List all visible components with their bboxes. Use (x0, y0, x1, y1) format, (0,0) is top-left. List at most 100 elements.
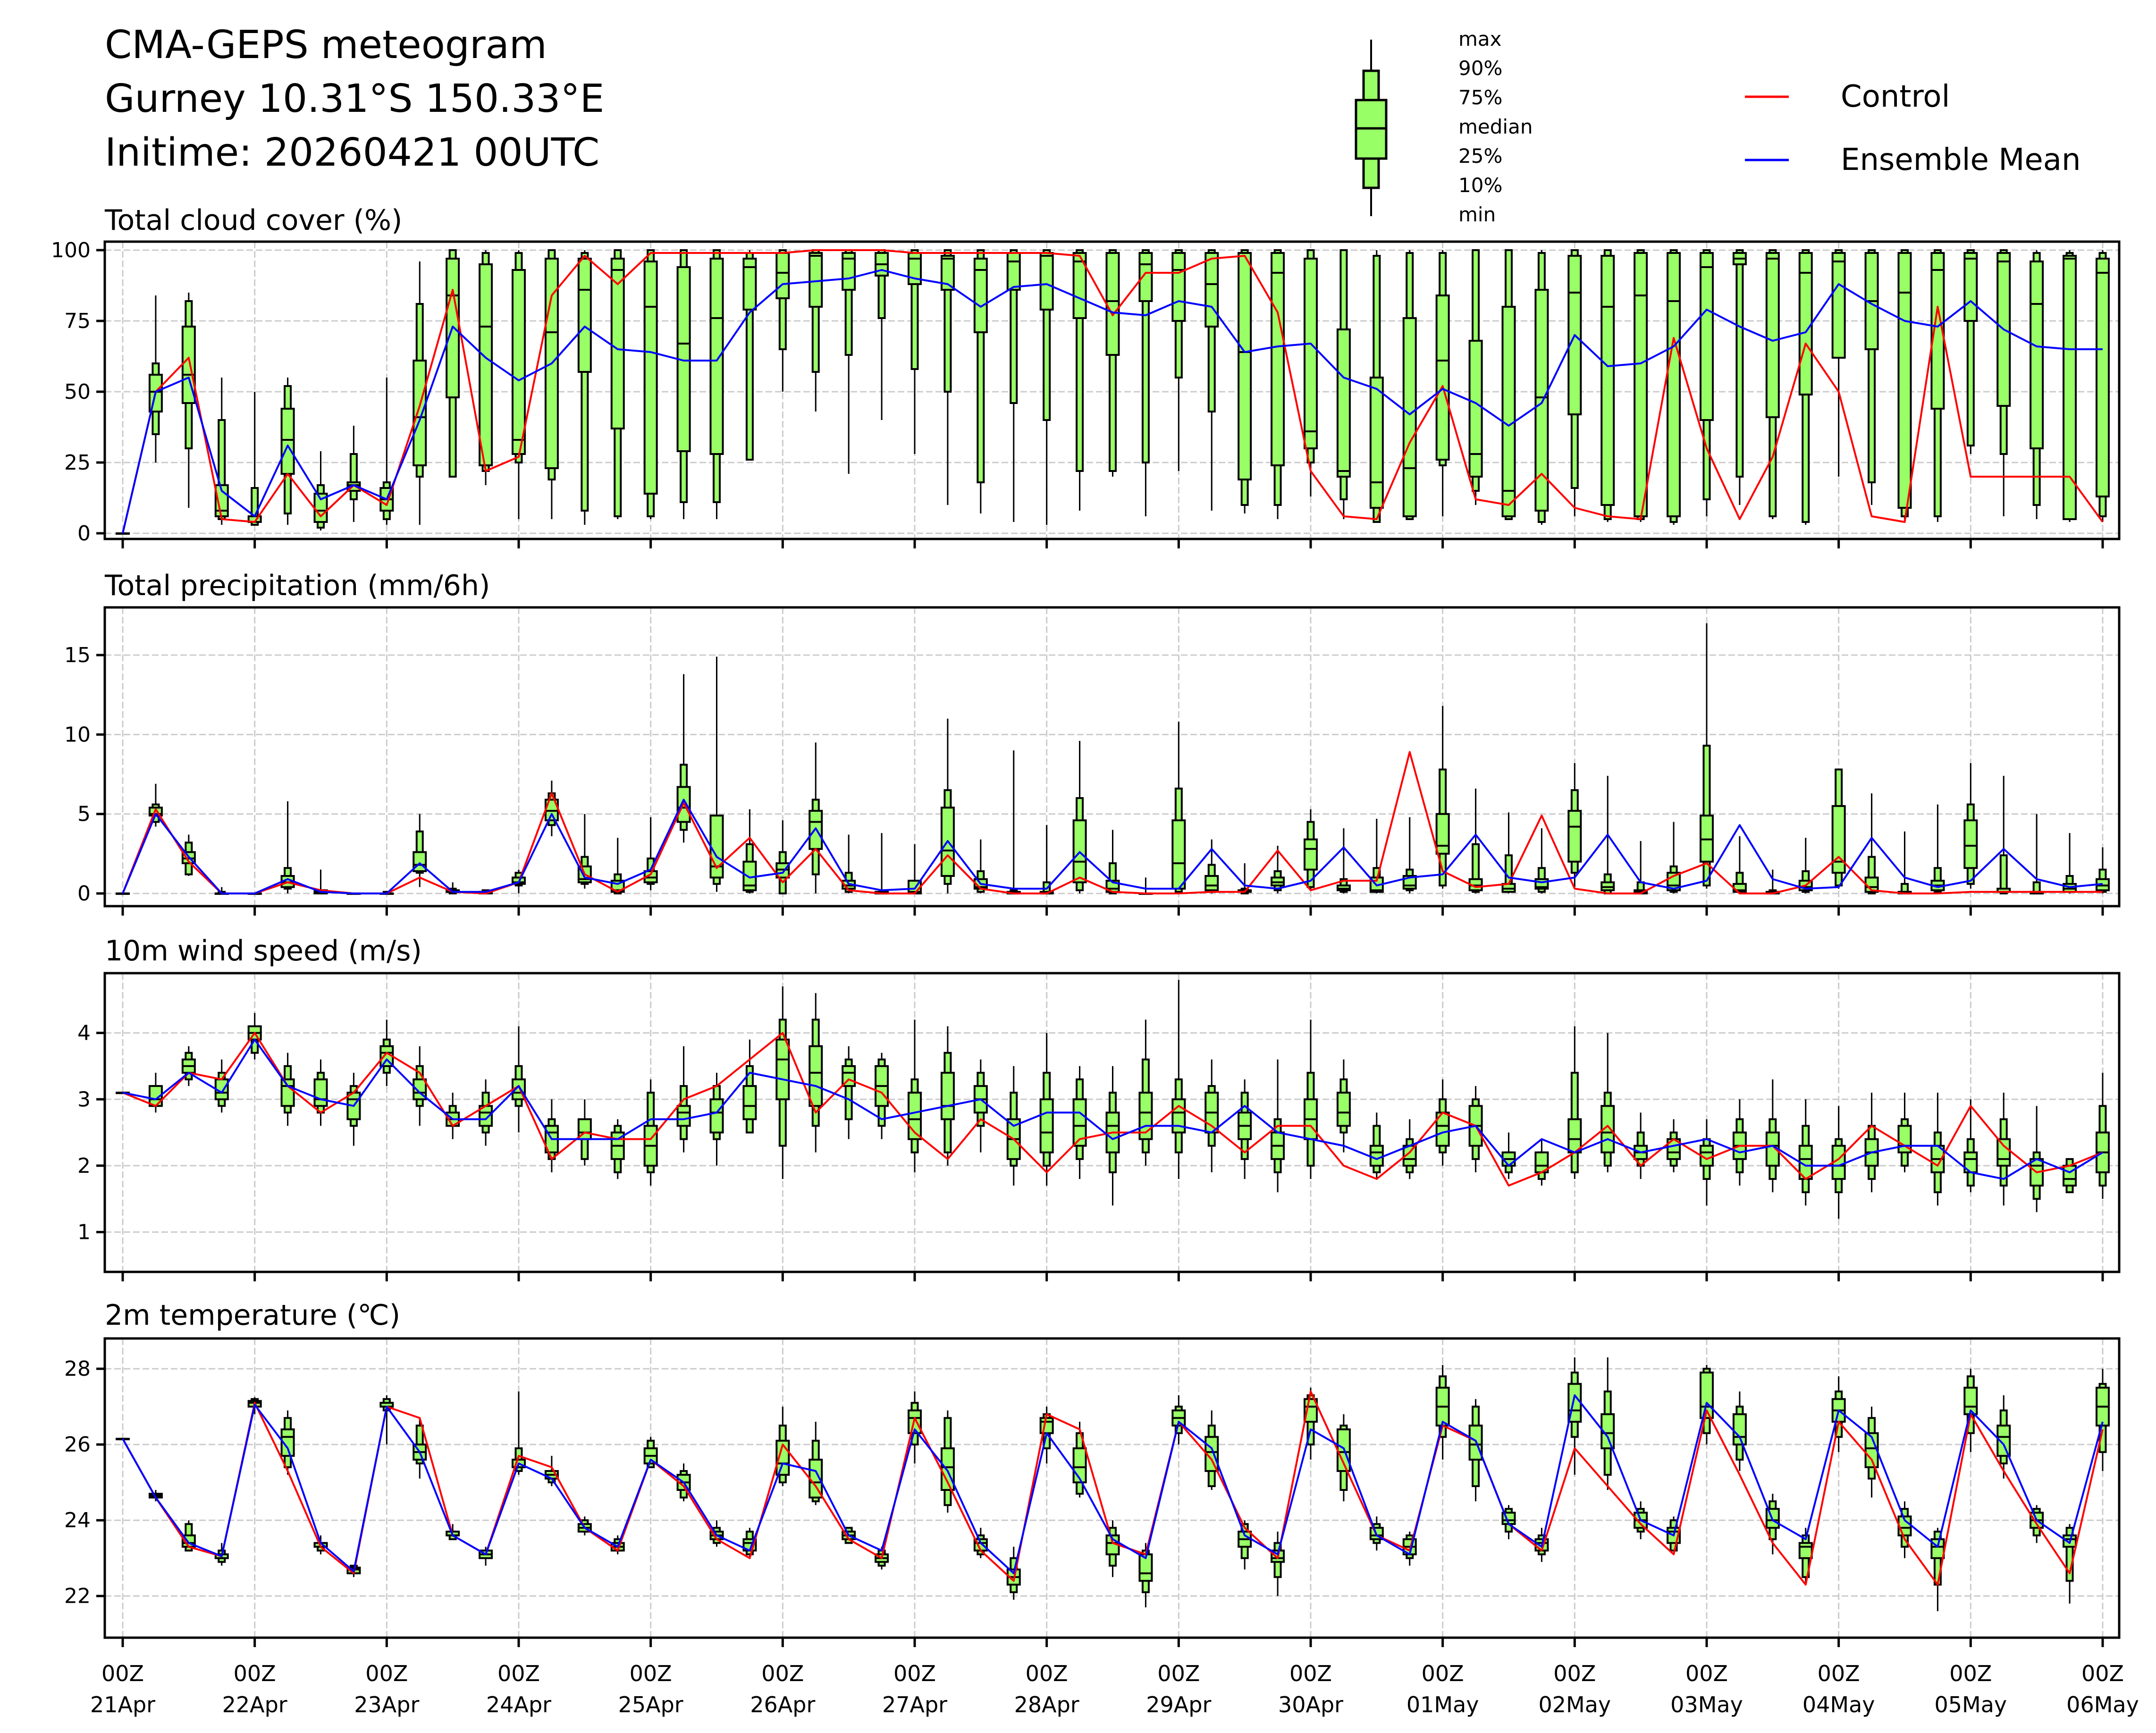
x-tick-label-date: 28Apr (1014, 1692, 1079, 1717)
box-plot (1930, 804, 1945, 894)
y-tick-label: 24 (64, 1508, 91, 1532)
box-plot (808, 742, 823, 894)
legend-box-label-p90: 90% (1458, 57, 1503, 80)
box-plot (742, 809, 757, 894)
box-p25-p75 (512, 269, 526, 455)
x-tick-label-time: 00Z (1157, 1661, 1200, 1686)
box-plot (1336, 828, 1351, 894)
y-tick-label: 26 (64, 1433, 91, 1457)
x-tick-label-time: 00Z (1289, 1661, 1332, 1686)
box-p25-p75 (1171, 819, 1186, 890)
box-plot (1402, 250, 1417, 520)
box-p25-p75 (313, 1078, 328, 1107)
x-tick-label-time: 00Z (1818, 1661, 1860, 1686)
box-plot (1501, 1132, 1516, 1179)
y-tick-label: 10 (64, 723, 91, 747)
box-plot (2096, 847, 2110, 894)
box-plot (1897, 831, 1912, 895)
box-plot (1600, 1033, 1615, 1172)
box-p25-p75 (1798, 252, 1813, 395)
box-plot (808, 249, 823, 412)
box-p25-p75 (280, 408, 295, 475)
box-plot (610, 1119, 625, 1179)
box-plot (1402, 817, 1417, 894)
x-axis: 00Z 21Apr 00Z 22Apr 00Z 23Apr 00Z 24Apr 00Z 25Apr… (90, 1661, 2139, 1717)
x-tick-label-date: 29Apr (1146, 1692, 1211, 1717)
box-plot (512, 250, 526, 519)
box-plot (643, 1079, 658, 1186)
box-p25-p75 (1700, 1371, 1714, 1419)
box-p25-p75 (1006, 252, 1021, 291)
box-p25-p75 (1700, 252, 1714, 421)
box-plot (1567, 1026, 1582, 1179)
legend-box-label-min: min (1458, 203, 1496, 226)
box-p25-p75 (643, 261, 658, 495)
box-p25-p75 (577, 258, 592, 373)
y-tick-label: 3 (77, 1087, 91, 1111)
box-plot (1039, 249, 1054, 525)
box-plot (808, 993, 823, 1153)
panel-title-precip: Total precipitation (mm/6h) (105, 569, 490, 602)
box-plot (1798, 1099, 1813, 1206)
box-p25-p75 (2063, 255, 2077, 520)
box-plot (346, 1073, 361, 1146)
x-tick-label-time: 00Z (761, 1661, 804, 1686)
box-p25-p75 (1105, 252, 1120, 356)
box-plot (116, 532, 130, 535)
box-p25-p75 (1963, 252, 1978, 322)
box-plot (413, 1046, 427, 1126)
x-tick-label-date: 22Apr (222, 1692, 287, 1717)
box-plot (1369, 250, 1384, 523)
box-plot (940, 249, 955, 505)
box-plot (1238, 1079, 1252, 1179)
y-tick-label: 4 (77, 1021, 91, 1045)
box-p25-p75 (1271, 252, 1285, 466)
box-p25-p75 (775, 1038, 790, 1101)
box-plot (610, 249, 625, 519)
x-tick-label-time: 00Z (1422, 1661, 1464, 1686)
box-plot (1006, 249, 1021, 522)
y-tick-label: 75 (64, 309, 91, 333)
box-plot (1831, 768, 1846, 889)
box-plot (1897, 1093, 1912, 1172)
panel-frame (103, 1337, 2121, 1639)
legend-inner-box-bottom (1362, 157, 1380, 189)
legend-box-label-p75: 75% (1458, 86, 1503, 109)
box-plot (742, 1039, 757, 1134)
box-plot (1765, 249, 1780, 519)
box-p25-p75 (1963, 819, 1978, 869)
panel-title-cloud: Total cloud cover (%) (105, 204, 403, 237)
box-plot (1072, 1066, 1087, 1179)
x-tick-label-date: 25Apr (618, 1692, 683, 1717)
box-plot (1864, 1406, 1879, 1498)
y-tick-label: 1 (77, 1220, 91, 1245)
box-plot (875, 833, 889, 895)
box-plot (1765, 1494, 1780, 1555)
box-plot (1600, 1357, 1615, 1490)
box-plot (1501, 249, 1516, 520)
box-p25-p75 (1600, 1413, 1615, 1449)
mean-line (122, 1038, 2104, 1180)
box-plot (1238, 863, 1252, 895)
box-p25-p75 (2030, 261, 2044, 449)
box-p25-p75 (1996, 1138, 2011, 1167)
box-plot (1634, 1112, 1648, 1179)
box-p25-p75 (742, 1085, 757, 1120)
box-p25-p75 (1732, 1413, 1747, 1446)
box-plot (1667, 249, 1681, 525)
box-plot (1072, 249, 1087, 511)
box-plot (1963, 249, 1978, 454)
x-tick-label-time: 00Z (1553, 1661, 1596, 1686)
box-plot (842, 249, 856, 474)
box-plot (544, 781, 559, 836)
box-p25-p75 (1897, 252, 1912, 509)
box-plot (1700, 249, 1714, 516)
box-plot (479, 1079, 493, 1146)
box-p25-p75 (709, 1098, 724, 1134)
box-p25-p75 (610, 258, 625, 429)
x-tick-label-date: 06May (2066, 1692, 2139, 1717)
x-tick-label-date: 03May (1670, 1692, 1743, 1717)
y-tick-label: 15 (64, 643, 91, 667)
box-plot (1105, 249, 1120, 477)
control-line (122, 249, 2104, 534)
